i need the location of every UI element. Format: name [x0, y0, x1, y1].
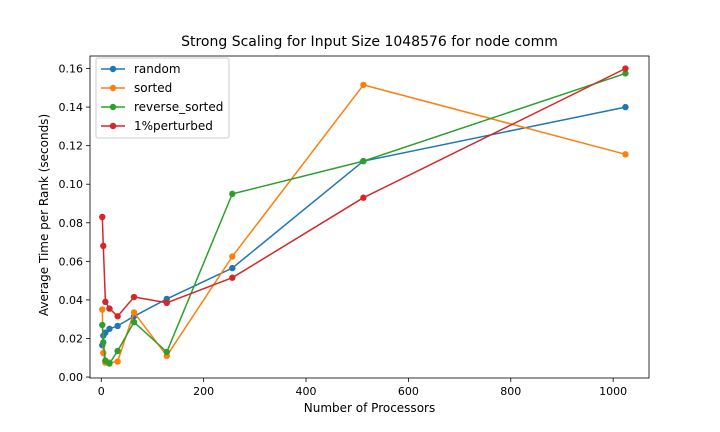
x-tick-label: 400: [296, 385, 317, 398]
legend-label: random: [134, 62, 181, 76]
data-point: [229, 253, 236, 260]
data-point: [100, 339, 107, 346]
chart-title: Strong Scaling for Input Size 1048576 fo…: [181, 34, 558, 50]
data-point: [114, 322, 121, 330]
data-point: [106, 325, 113, 333]
y-tick-label: 0.02: [59, 332, 84, 345]
data-point: [163, 348, 170, 356]
x-tick-label: 800: [500, 385, 521, 398]
legend-label: reverse_sorted: [134, 100, 223, 114]
series-line-2: [101, 72, 626, 365]
legend-label: 1%perturbed: [134, 119, 213, 133]
legend-marker: [109, 65, 117, 73]
series-line-3: [101, 67, 626, 318]
data-point: [100, 242, 107, 250]
data-point: [360, 157, 367, 165]
data-point: [360, 194, 367, 201]
legend: random sorted reverse_sorted 1%perturbed: [95, 57, 230, 139]
data-point: [100, 349, 107, 357]
y-tick-label: 0.06: [59, 255, 84, 268]
data-point: [102, 298, 109, 306]
data-point: [229, 190, 236, 198]
x-tick-label: 0: [98, 385, 105, 398]
data-point: [229, 274, 236, 281]
data-point: [622, 65, 629, 72]
legend-marker: [109, 122, 117, 130]
data-point: [622, 151, 629, 158]
data-point: [99, 213, 106, 221]
data-point: [102, 329, 109, 336]
x-tick-label: 600: [398, 385, 419, 398]
data-point: [106, 360, 113, 367]
legend-marker: [109, 84, 117, 92]
y-tick-label: 0.16: [59, 63, 84, 76]
data-point: [99, 306, 106, 313]
data-point: [622, 70, 629, 77]
data-point: [130, 309, 138, 316]
plot-area: 0 200 400 600 800 1000 0.00 0.02 0.04 0.06 0.08 0.1…: [59, 55, 650, 398]
data-point: [360, 81, 367, 89]
legend-label: sorted: [134, 81, 172, 95]
data-point: [130, 293, 138, 301]
legend-box: [95, 57, 230, 139]
y-tick-label: 0.04: [59, 294, 84, 307]
legend-marker: [109, 103, 117, 111]
data-point: [114, 347, 121, 355]
data-point: [106, 305, 113, 312]
y-axis-label: Average Time per Rank (seconds): [37, 114, 51, 316]
x-tick-label: 1000: [599, 385, 627, 398]
x-tick-label: 200: [193, 385, 214, 398]
data-point: [99, 321, 106, 329]
data-point: [130, 318, 138, 326]
data-point: [163, 299, 170, 307]
y-tick-label: 0.14: [59, 101, 84, 114]
data-point: [114, 313, 121, 320]
data-point: [114, 358, 121, 365]
y-tick-label: 0.00: [59, 371, 84, 384]
plot-frame: [89, 55, 650, 379]
data-point: [622, 103, 629, 111]
y-tick-label: 0.12: [59, 140, 84, 153]
y-tick-label: 0.10: [59, 178, 84, 191]
y-tick-label: 0.08: [59, 217, 84, 230]
x-axis-label: Number of Processors: [304, 401, 435, 415]
data-point: [229, 264, 236, 272]
